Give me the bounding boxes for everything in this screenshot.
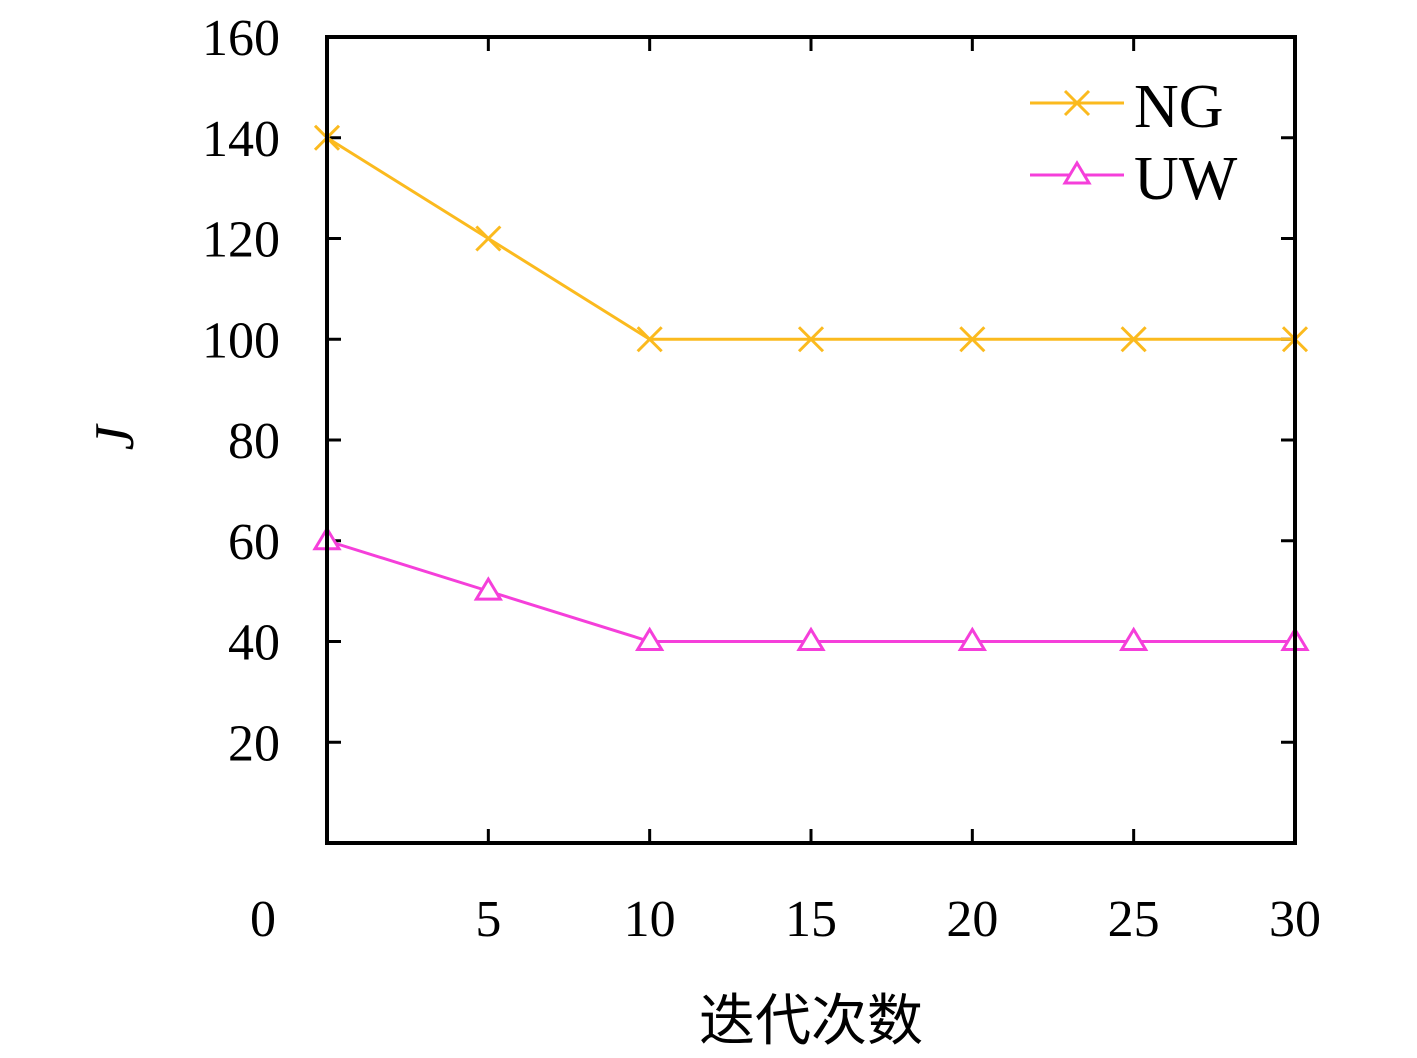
legend-label-uw: UW xyxy=(1134,145,1238,213)
y-tick-label: 20 xyxy=(228,715,280,772)
data-point-ng xyxy=(959,326,986,353)
x-axis-title: 迭代次数 xyxy=(699,991,923,1053)
y-tick-label: 80 xyxy=(228,413,280,470)
y-tick-label: 160 xyxy=(202,10,280,67)
data-point-uw xyxy=(473,576,503,601)
data-point-ng xyxy=(797,326,825,353)
data-point-uw xyxy=(796,626,826,651)
plot-frame xyxy=(325,35,1297,845)
y-tick-label: 60 xyxy=(228,514,280,571)
legend-marker-uw xyxy=(1062,160,1092,185)
data-point-uw xyxy=(635,626,665,651)
y-tick-label: 100 xyxy=(202,312,280,369)
x-tick-label: 15 xyxy=(785,891,837,948)
origin-label: 0 xyxy=(250,891,276,948)
legend-marker-ng xyxy=(1063,89,1091,117)
series-line-uw xyxy=(326,539,1295,643)
marker-stroke xyxy=(475,225,502,252)
data-point-ng xyxy=(636,326,663,353)
x-tick-label: 5 xyxy=(475,891,501,948)
data-point-ng xyxy=(475,225,502,252)
y-tick-label: 40 xyxy=(228,615,280,672)
legend-label-ng: NG xyxy=(1134,73,1224,141)
x-tick-label: 25 xyxy=(1108,891,1160,948)
marker-stroke xyxy=(797,326,825,353)
x-tick-label: 10 xyxy=(624,891,676,948)
marker-stroke xyxy=(636,326,663,353)
data-point-uw xyxy=(1119,626,1149,651)
y-tick-label: 120 xyxy=(202,212,280,269)
marker-stroke xyxy=(959,326,986,353)
marker-stroke xyxy=(1063,89,1091,117)
data-point-uw xyxy=(957,626,987,651)
x-tick-label: 30 xyxy=(1269,891,1321,948)
y-axis-title: J xyxy=(84,422,146,450)
marker-stroke xyxy=(1120,326,1147,353)
data-point-ng xyxy=(1120,326,1147,353)
x-tick-label: 20 xyxy=(946,891,998,948)
y-tick-label: 140 xyxy=(202,111,280,168)
